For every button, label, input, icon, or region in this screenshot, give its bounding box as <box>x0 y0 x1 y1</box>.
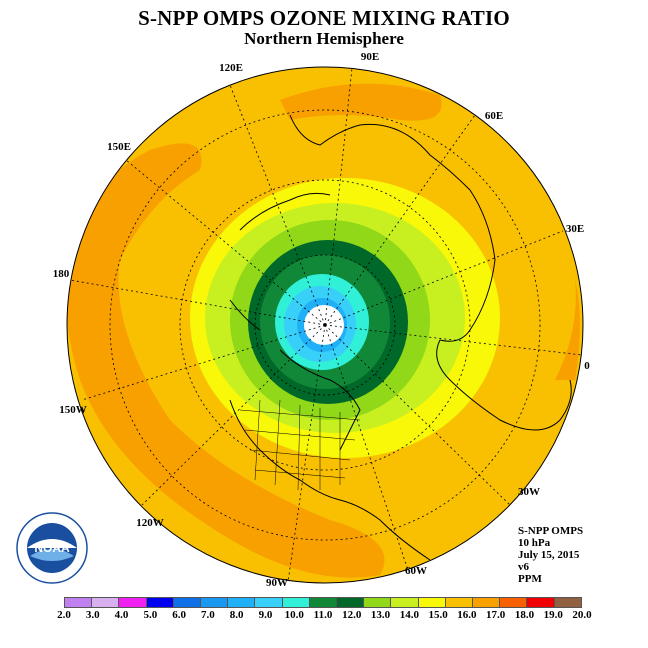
longitude-label-90w: 90W <box>266 577 288 589</box>
colorbar-cell <box>65 598 93 607</box>
colorbar-cell <box>337 598 365 607</box>
colorbar-tick-label: 9.0 <box>258 609 273 621</box>
coastlines <box>229 114 572 561</box>
colorbar-cell <box>119 598 147 607</box>
contour-band-16-right <box>555 280 580 380</box>
colorbar-cell <box>282 598 310 607</box>
colorbar-tick-label: 14.0 <box>399 609 419 621</box>
colorbar-cell <box>364 598 392 607</box>
colorbar-tick-label: 4.0 <box>114 609 129 621</box>
colorbar-cell <box>201 598 229 607</box>
colorbar-cell <box>445 598 474 607</box>
colorbar-cell <box>173 598 202 607</box>
graticule <box>69 67 583 583</box>
colorbar-tick-label: 11.0 <box>313 609 333 621</box>
longitude-label-90e: 90E <box>360 51 380 63</box>
colorbar-tick-label: 10.0 <box>284 609 304 621</box>
colorbar-tick-label: 2.0 <box>57 609 71 621</box>
longitude-label-30e: 30E <box>565 223 585 235</box>
colorbar-cell <box>391 598 419 607</box>
colorbar-cell <box>554 598 581 607</box>
longitude-label-120w: 120W <box>136 517 164 529</box>
colorbar-cell <box>255 598 283 607</box>
colorbar-cell <box>418 598 446 607</box>
longitude-label-0: 0 <box>584 360 590 372</box>
noaa-logo: NOAA <box>16 512 88 584</box>
info-level: 10 hPa <box>518 537 551 549</box>
colorbar <box>64 597 582 608</box>
colorbar-tick-label: 20.0 <box>572 609 592 621</box>
colorbar-tick-label: 5.0 <box>143 609 158 621</box>
longitude-label-150e: 150E <box>107 141 131 153</box>
longitude-label-120e: 120E <box>219 62 243 74</box>
us-state-grid <box>239 399 361 491</box>
info-panel: S-NPP OMPS 10 hPa July 15, 2015 v6 PPM <box>518 525 583 585</box>
contour-band-16 <box>67 143 385 578</box>
colorbar-tick-label: 15.0 <box>428 609 448 621</box>
colorbar-tick-label: 17.0 <box>486 609 506 621</box>
colorbar-tick-label: 18.0 <box>514 609 535 621</box>
colorbar-tick-label: 16.0 <box>457 609 477 621</box>
colorbar-cell <box>92 598 120 607</box>
longitude-label-150w: 150W <box>59 404 87 416</box>
info-version: v6 <box>518 561 529 573</box>
ozone-field <box>67 67 583 583</box>
longitude-label-180: 180 <box>52 268 70 280</box>
colorbar-tick-label: 3.0 <box>85 609 100 621</box>
colorbar-cell <box>228 598 256 607</box>
colorbar-cell <box>500 598 528 607</box>
noaa-logo-text: NOAA <box>34 541 70 555</box>
colorbar-cell <box>309 598 338 607</box>
globe-outline <box>66 66 584 584</box>
colorbar-cell <box>527 598 555 607</box>
info-date: July 15, 2015 <box>518 549 580 561</box>
page-subtitle: Northern Hemisphere <box>244 29 404 48</box>
info-instrument: S-NPP OMPS <box>518 525 584 537</box>
colorbar-tick-label: 8.0 <box>229 609 244 621</box>
colorbar-tick-label: 13.0 <box>370 609 391 621</box>
colorbar-tick-label: 6.0 <box>172 609 186 621</box>
longitude-label-60e: 60E <box>484 110 504 122</box>
colorbar-ticks: 2.0 3.0 4.0 5.0 6.0 7.0 8.0 9.0 10.0 11.0 12.0 13.0… <box>57 609 592 623</box>
page-title: S-NPP OMPS OZONE MIXING RATIO <box>138 6 510 30</box>
colorbar-tick-label: 7.0 <box>201 609 215 621</box>
colorbar-cell <box>146 598 174 607</box>
colorbar-cell <box>473 598 501 607</box>
contour-band-16-top <box>280 83 442 121</box>
colorbar-tick-label: 12.0 <box>342 609 362 621</box>
info-units: PPM <box>518 573 542 585</box>
longitude-label-30w: 30W <box>518 486 540 498</box>
longitude-label-60w: 60W <box>405 565 427 577</box>
colorbar-tick-label: 19.0 <box>543 609 563 621</box>
